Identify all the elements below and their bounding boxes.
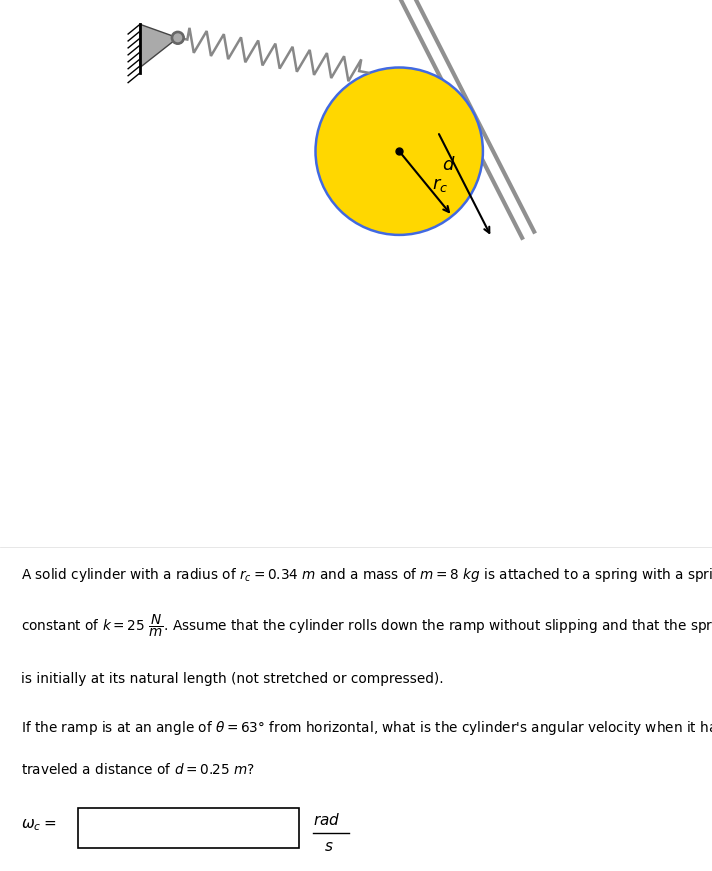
Text: traveled a distance of $d = 0.25\ m$?: traveled a distance of $d = 0.25\ m$? bbox=[21, 762, 256, 777]
Text: $rad$: $rad$ bbox=[313, 812, 340, 827]
Circle shape bbox=[172, 31, 184, 44]
Text: is initially at its natural length (not stretched or compressed).: is initially at its natural length (not … bbox=[21, 672, 444, 686]
Text: If the ramp is at an angle of $\theta = 63°$ from horizontal, what is the cylind: If the ramp is at an angle of $\theta = … bbox=[21, 719, 712, 737]
Circle shape bbox=[174, 34, 182, 42]
Text: $d$: $d$ bbox=[442, 157, 456, 174]
Text: A solid cylinder with a radius of $r_c = 0.34\ m$ and a mass of $m = 8\ kg$ is a: A solid cylinder with a radius of $r_c =… bbox=[21, 566, 712, 584]
Circle shape bbox=[315, 68, 483, 235]
Text: $r_c$: $r_c$ bbox=[431, 176, 448, 193]
Text: constant of $k = 25\ \dfrac{N}{m}$. Assume that the cylinder rolls down the ramp: constant of $k = 25\ \dfrac{N}{m}$. Assu… bbox=[21, 613, 712, 639]
Text: $s$: $s$ bbox=[324, 839, 334, 854]
FancyBboxPatch shape bbox=[78, 808, 299, 847]
Text: $\omega_c =$: $\omega_c =$ bbox=[21, 817, 56, 833]
Polygon shape bbox=[140, 24, 178, 68]
